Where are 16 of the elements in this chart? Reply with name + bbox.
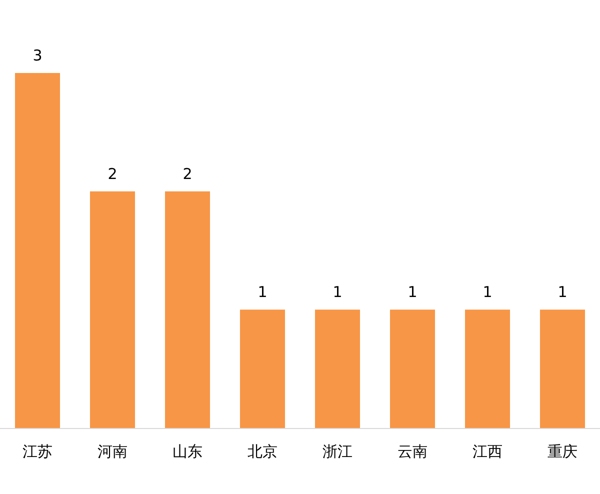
- data-label: 1: [482, 283, 492, 302]
- x-tick-label: 江苏: [22, 442, 52, 460]
- x-tick-label: 江西: [472, 442, 502, 460]
- data-label: 3: [32, 46, 42, 64]
- data-label: 2: [182, 164, 192, 183]
- data-label: 1: [558, 283, 568, 302]
- x-tick-label: 云南: [398, 442, 428, 460]
- x-tick-label: 重庆: [548, 442, 578, 460]
- data-label: 1: [332, 283, 342, 302]
- x-tick-label: 河南: [98, 442, 128, 460]
- data-label: 2: [108, 164, 118, 183]
- x-tick-label: 北京: [248, 442, 278, 460]
- x-tick-label: 山东: [172, 442, 202, 460]
- data-label: 1: [408, 283, 418, 302]
- data-label: 1: [258, 283, 268, 302]
- x-tick-label: 浙江: [322, 442, 352, 460]
